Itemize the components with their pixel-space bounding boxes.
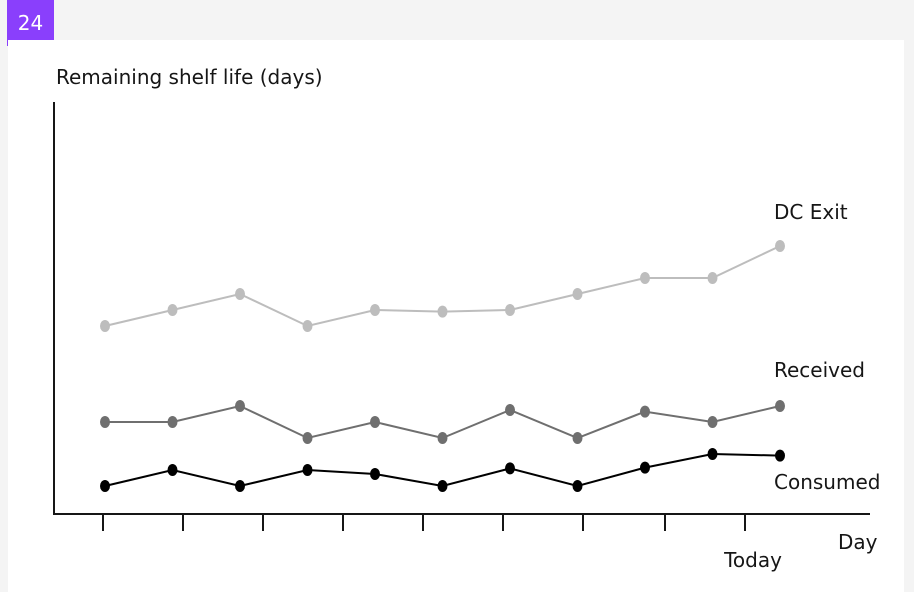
y-axis-title: Remaining shelf life (days) [56, 65, 323, 89]
data-point-received-2 [167, 416, 178, 428]
series-consumed: Consumed [100, 448, 880, 494]
data-point-dc-exit-2 [167, 304, 178, 316]
x-axis-title: Day [838, 530, 878, 554]
data-point-consumed-1 [100, 480, 110, 492]
data-point-dc-exit-8 [572, 288, 583, 300]
x-axis-ticks: Today [102, 514, 782, 572]
data-point-consumed-10 [707, 448, 718, 460]
data-point-dc-exit-6 [437, 305, 448, 318]
data-point-received-7 [505, 404, 515, 416]
chart-card [8, 40, 904, 592]
data-point-consumed-8 [572, 480, 583, 492]
data-point-received-3 [235, 400, 245, 412]
data-point-received-6 [437, 432, 448, 444]
data-point-consumed-9 [640, 461, 650, 474]
data-point-dc-exit-3 [235, 288, 245, 300]
data-point-consumed-3 [235, 480, 245, 492]
data-point-consumed-6 [437, 480, 448, 492]
series-label-dc-exit: DC Exit [774, 200, 848, 224]
series-label-consumed: Consumed [774, 470, 880, 494]
series-received: Received [100, 358, 865, 444]
data-point-consumed-11 [775, 449, 785, 462]
series-dc-exit: DC Exit [100, 200, 848, 332]
data-point-dc-exit-1 [100, 320, 110, 332]
data-point-consumed-2 [167, 464, 178, 476]
data-point-dc-exit-11 [775, 240, 785, 252]
series-layer: DC Exit Received Consumed [100, 200, 880, 494]
data-point-dc-exit-5 [370, 304, 380, 316]
data-point-received-8 [572, 432, 583, 444]
data-point-received-10 [707, 416, 718, 428]
data-point-dc-exit-9 [640, 272, 650, 284]
data-point-received-11 [775, 400, 785, 412]
data-point-dc-exit-7 [505, 304, 515, 316]
data-point-dc-exit-4 [302, 320, 313, 332]
data-point-received-1 [100, 416, 110, 428]
data-point-received-5 [370, 416, 380, 428]
x-tick-label-today: Today [723, 548, 782, 572]
data-point-dc-exit-10 [707, 272, 718, 284]
series-label-received: Received [774, 358, 865, 382]
data-point-consumed-7 [505, 462, 515, 475]
data-point-consumed-4 [302, 464, 313, 476]
data-point-received-9 [640, 405, 650, 418]
data-point-consumed-5 [370, 468, 380, 480]
data-point-received-4 [302, 432, 313, 444]
figure-number-badge: 24 [7, 0, 54, 46]
